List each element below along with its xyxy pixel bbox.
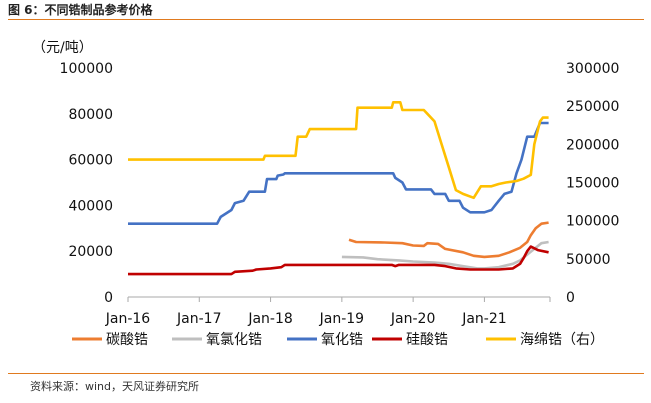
left-axis-ticks: 0 20000 40000 60000 80000 100000 xyxy=(60,61,113,306)
legend-label-2: 氧化锆 xyxy=(321,332,363,348)
legend-label-3: 硅酸锆 xyxy=(406,332,448,348)
right-y-tick-label: 50000 xyxy=(566,252,611,268)
x-tick-label: Jan-18 xyxy=(247,311,292,327)
right-y-tick-label: 100000 xyxy=(566,214,619,230)
bottom-divider xyxy=(8,373,644,374)
source-note: 资料来源：wind，天风证券研究所 xyxy=(30,380,200,393)
series-line-4 xyxy=(128,101,549,200)
top-divider xyxy=(8,19,644,20)
series-line-3 xyxy=(128,245,549,276)
y-unit-label: （元/吨） xyxy=(32,40,93,56)
x-tick-label: Jan-20 xyxy=(390,311,435,327)
right-y-tick-label: 0 xyxy=(566,290,575,306)
right-y-tick-label: 250000 xyxy=(566,99,619,115)
left-y-tick-label: 40000 xyxy=(68,198,113,214)
figure-title: 图 6：不同锆制品参考价格 xyxy=(8,3,153,17)
right-y-tick-label: 300000 xyxy=(566,61,619,77)
left-y-tick-label: 0 xyxy=(104,290,113,306)
right-axis-ticks: 0 50000 100000 150000 200000 250000 300000 xyxy=(566,61,619,306)
series-lines xyxy=(128,101,549,276)
left-y-tick-label: 100000 xyxy=(60,61,113,77)
series-line-2 xyxy=(128,121,549,225)
legend: 碳酸锆 氧氯化锆 氧化锆 硅酸锆 海绵锆（右） xyxy=(72,331,604,348)
legend-label-1: 氧氯化锆 xyxy=(206,332,262,348)
x-axis-ticks: Jan-16 Jan-17 Jan-18 Jan-19 Jan-20 Jan-21 xyxy=(105,297,551,327)
right-y-tick-label: 150000 xyxy=(566,176,619,192)
left-y-tick-label: 60000 xyxy=(68,153,113,169)
x-tick-label: Jan-21 xyxy=(461,311,506,327)
right-y-tick-label: 200000 xyxy=(566,137,619,153)
x-tick-label: Jan-17 xyxy=(176,311,221,327)
left-y-tick-label: 20000 xyxy=(68,244,113,260)
x-tick-label: Jan-19 xyxy=(319,311,364,327)
legend-label-4: 海绵锆（右） xyxy=(520,331,604,348)
series-line-0 xyxy=(348,221,549,259)
legend-label-0: 碳酸锆 xyxy=(106,332,148,348)
x-tick-label: Jan-16 xyxy=(105,311,151,327)
left-y-tick-label: 80000 xyxy=(68,107,113,123)
